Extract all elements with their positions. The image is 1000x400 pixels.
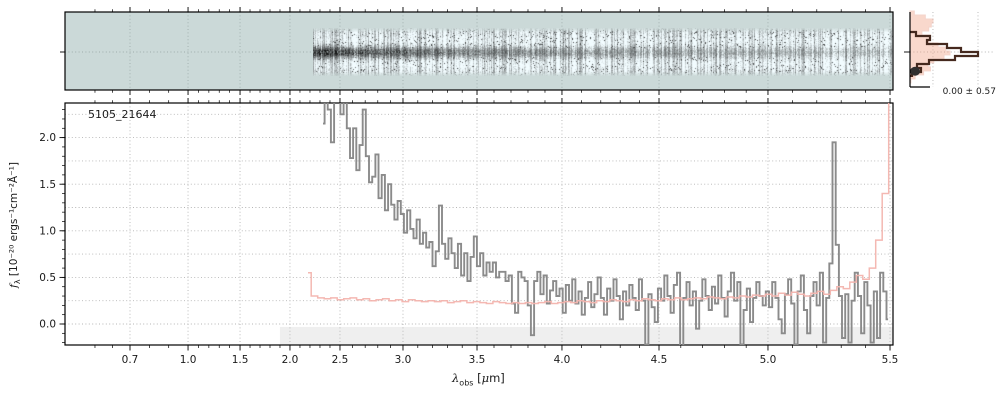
hist-dark-blob <box>910 66 921 76</box>
f-symbol: f <box>7 284 20 289</box>
x-tick-label: 1.5 <box>232 354 249 366</box>
x-tick-label: 0.7 <box>122 354 139 366</box>
y-tick-label: 1.0 <box>39 225 56 237</box>
x-tick-label: 3.0 <box>395 354 412 366</box>
y-tick-label: 0.0 <box>39 319 56 331</box>
obs-subscript: obs <box>459 378 474 388</box>
y-axis-label: fλ [10⁻²⁰ ergs⁻¹cm⁻²Å⁻¹] <box>7 162 23 289</box>
lambda-symbol: λ <box>452 371 460 385</box>
x-axis-label: λobs [μm] <box>452 371 505 388</box>
y-tick-label: 1.5 <box>39 179 56 191</box>
shaded-region <box>279 326 893 345</box>
x-tick-label: 2.5 <box>332 354 349 366</box>
flux-line <box>323 103 889 345</box>
x-tick-label: 1.0 <box>180 354 197 366</box>
x-tick-label: 3.5 <box>469 354 486 366</box>
y-tick-label: 2.0 <box>39 132 56 144</box>
main-panel-ticks <box>59 98 891 351</box>
x-tick-label: 5.0 <box>760 354 777 366</box>
twod-panel-axes <box>60 7 894 95</box>
hist-stats-label: 0.00 ± 0.57 <box>942 87 996 97</box>
main-panel-axes <box>64 102 894 346</box>
error-line <box>308 103 890 305</box>
hist-dark-outline <box>910 30 980 77</box>
object-id-label: 5105_21644 <box>88 108 157 121</box>
mu-symbol: μ <box>481 371 490 385</box>
main-panel-tick-labels: 0.7 1.0 1.5 2.0 2.5 3.0 3.5 4.0 4.5 5.0 5.5 0.0 0.5 1… <box>39 132 898 366</box>
y-tick-label: 0.5 <box>39 272 56 284</box>
x-tick-label: 4.0 <box>554 354 571 366</box>
x-tick-label: 5.5 <box>882 354 899 366</box>
hist-panel <box>904 10 995 88</box>
spectrum-lines <box>308 103 890 345</box>
x-tick-label: 4.5 <box>651 354 668 366</box>
x-tick-label: 2.0 <box>282 354 299 366</box>
